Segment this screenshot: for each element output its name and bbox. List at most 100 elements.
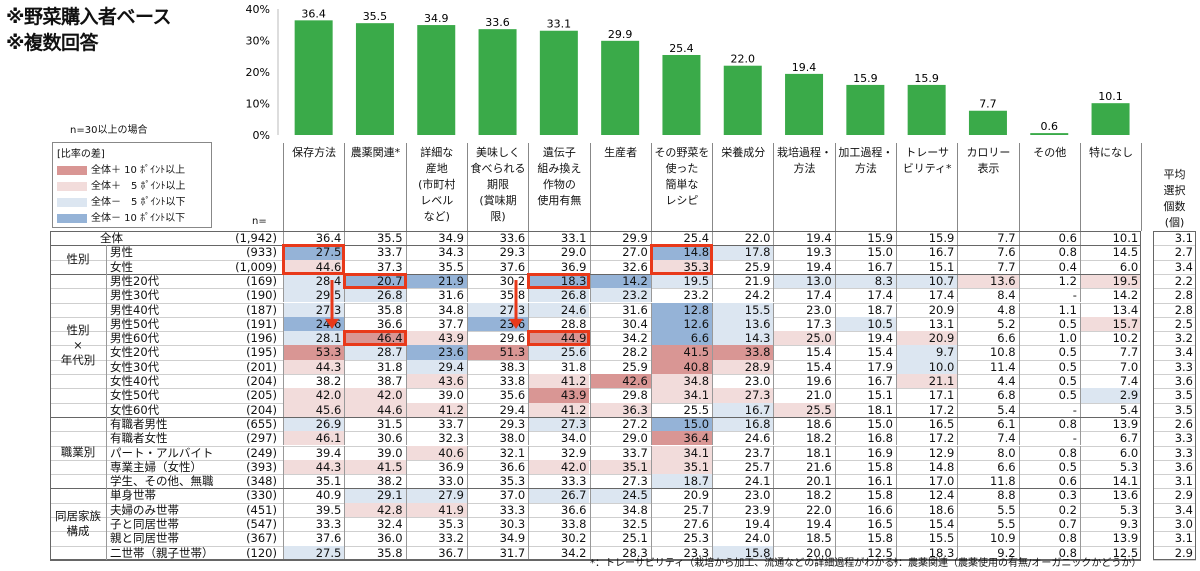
row-divider [50, 531, 1142, 533]
table-cell: 15.9 [834, 231, 896, 246]
row-n: (204) [246, 402, 277, 417]
group-label-text: 職業別 [60, 445, 96, 460]
table-cell: 0.4 [1018, 259, 1080, 274]
bar-value-label: 10.1 [1098, 90, 1123, 103]
table-cell: 30.3 [466, 517, 528, 532]
row-n: (201) [246, 359, 277, 374]
table-cell: 30.6 [344, 431, 405, 446]
table-cell: 29.4 [466, 402, 528, 417]
y-tick-label: 10% [246, 98, 270, 111]
row-divider [50, 545, 1142, 547]
row-label: 女性60代 [110, 402, 160, 417]
group-column-divider [106, 245, 107, 560]
table-cell: 36.9 [528, 259, 589, 274]
avg-cell: 3.3 [1174, 445, 1193, 460]
highlight-box [282, 244, 346, 275]
bar-value-label: 7.7 [979, 98, 997, 111]
table-cell: 12.9 [896, 445, 957, 460]
table-cell: 42.0 [528, 459, 590, 475]
column-header-label: 美味しく 食べられる 期限 (賞味期 限) [470, 146, 526, 223]
table-cell: 15.8 [834, 531, 896, 546]
table-cell: 36.7 [405, 545, 467, 560]
table-cell: 36.3 [589, 402, 651, 417]
table-cell: 24.2 [712, 288, 773, 303]
table-cell: 32.4 [344, 517, 405, 532]
table-cell: 36.9 [405, 459, 467, 475]
row-label: 女性30代 [110, 359, 160, 374]
table-cell: 35.1 [650, 459, 713, 475]
y-tick-label: 20% [246, 66, 270, 79]
highlight-box [343, 330, 407, 347]
note-base: ※野菜購入者ベース [6, 6, 172, 28]
bar-value-label: 33.1 [547, 18, 572, 31]
table-cell: 41.5 [650, 345, 713, 360]
table-cell: 33.6 [466, 231, 528, 246]
table-cell: 16.7 [834, 374, 896, 389]
table-cell: 35.6 [466, 388, 528, 403]
table-cell: 25.9 [589, 359, 651, 374]
column-header: その他 [1018, 143, 1080, 231]
table-cell: 34.1 [650, 445, 713, 460]
table-cell: 16.8 [834, 431, 896, 446]
row-n: (297) [246, 431, 277, 446]
table-cell: 36.4 [283, 231, 344, 246]
row-n: (330) [246, 488, 277, 503]
avg-cell: 2.9 [1174, 488, 1193, 503]
row-divider [1153, 302, 1196, 304]
table-cell: 27.5 [283, 545, 345, 560]
table-cell: 34.9 [466, 531, 528, 546]
bar [478, 29, 517, 135]
table-cell: 27.9 [405, 488, 467, 503]
row-divider [1153, 259, 1196, 261]
table-cell: 29.0 [528, 245, 589, 260]
row-label: 女性20代 [110, 345, 160, 360]
table-cell: 36.4 [650, 431, 713, 446]
column-header-label: その他 [1033, 146, 1067, 159]
bar-chart: 0% 10% 20% 30% 40% 36.4 35.5 34.9 33.6 33.1 29.9 25… [246, 3, 1130, 142]
table-cell: 44.6 [283, 259, 345, 274]
y-tick-label: 30% [246, 35, 270, 48]
table-cell: 42.8 [344, 502, 406, 517]
avg-cell: 2.8 [1174, 302, 1193, 317]
bar [355, 23, 394, 135]
table-cell: 8.3 [834, 273, 896, 289]
table-cell: 13.0 [773, 273, 835, 289]
row-label: パート・アルバイト [110, 445, 214, 460]
table-cell: 15.8 [712, 545, 774, 560]
table-cell: 33.8 [528, 517, 589, 532]
arrow-down-icon [509, 280, 524, 330]
table-cell: 29.9 [589, 231, 651, 246]
row-label: 有職者男性 [110, 416, 168, 431]
table-cell: 43.6 [405, 374, 467, 389]
avg-cell: 2.5 [1174, 316, 1193, 331]
row-divider [1153, 359, 1196, 361]
table-cell: 15.7 [1079, 316, 1142, 332]
table-cell: 25.3 [650, 531, 712, 546]
table-cell: 17.0 [896, 474, 957, 489]
table-cell: 0.8 [1018, 245, 1080, 260]
table-cell: 18.3 [896, 545, 957, 560]
group-divider [50, 488, 1142, 490]
table-cell: 38.7 [344, 374, 405, 389]
table-cell: 31.8 [528, 359, 589, 374]
bar [723, 65, 762, 135]
table-cell: 42.0 [344, 388, 406, 403]
table-cell: 7.4 [1079, 374, 1141, 389]
table-cell: 10.2 [1079, 331, 1141, 346]
row-label: 女性40代 [110, 374, 160, 388]
table-cell: 33.8 [712, 345, 774, 360]
table-cell: 37.6 [283, 531, 344, 546]
table-cell: 44.3 [283, 459, 345, 475]
bar [907, 84, 946, 135]
table-cell: 19.5 [650, 273, 713, 289]
table-cell: 36.6 [344, 316, 405, 332]
table-cell: 19.6 [773, 374, 834, 389]
table-cell: 46.4 [344, 331, 406, 346]
table-cell: 23.2 [650, 288, 712, 303]
bar-value-label: 33.6 [485, 16, 510, 29]
avg-cell: 3.1 [1174, 231, 1193, 245]
table-cell: 34.8 [405, 302, 467, 317]
table-cell: 43.9 [405, 331, 467, 346]
group-label: 職業別 [50, 417, 106, 489]
